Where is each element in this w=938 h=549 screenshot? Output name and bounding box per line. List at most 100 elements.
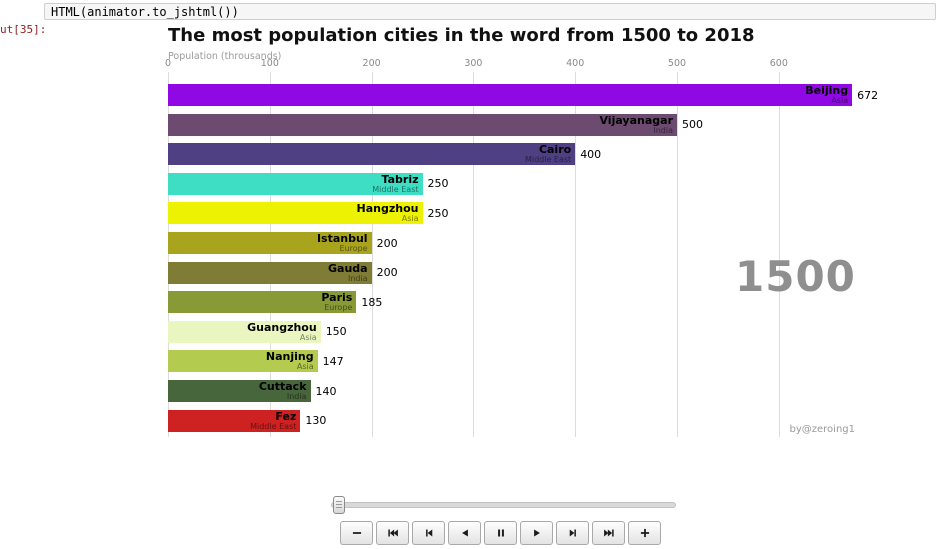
bar-fez: Fez Middle East	[168, 409, 301, 432]
city-label: Tabriz	[381, 172, 419, 186]
value-label: 200	[376, 266, 398, 280]
next-frame-button[interactable]	[556, 521, 589, 545]
previous-frame-button[interactable]	[412, 521, 445, 545]
gridline	[269, 72, 271, 437]
plot-area: 0 100 200 300 400 500 600 Beijing Asia 672 Vijayan…	[165, 58, 882, 437]
bar-vijayanagar: Vijayanagar India	[168, 113, 677, 136]
value-label: 140	[315, 384, 337, 398]
code-cell[interactable]: HTML(animator.to_jshtml())	[44, 3, 936, 20]
bar-labels: Gauda India	[328, 262, 368, 283]
bar-labels: Paris Europe	[321, 292, 352, 312]
minus-icon	[352, 532, 361, 534]
city-label: Hangzhou	[356, 202, 419, 216]
x-tick-label: 600	[769, 58, 788, 69]
value-label: 672	[857, 88, 879, 102]
value-label: 150	[325, 325, 347, 339]
city-label: Beijing	[805, 84, 849, 97]
fast-backward-icon	[387, 529, 398, 537]
city-label: Fez	[275, 409, 297, 423]
bar-row: Hangzhou Asia 250	[168, 202, 449, 225]
bar-guangzhou: Guangzhou Asia	[168, 320, 321, 343]
city-label: Nanjing	[265, 350, 314, 364]
pause-button[interactable]	[484, 521, 517, 545]
pause-icon	[497, 529, 504, 537]
bar-row: Paris Europe 185	[168, 291, 382, 314]
credit-label: by@zeroing1	[789, 424, 855, 435]
group-label: Asia	[296, 362, 314, 372]
x-tick-label: 0	[164, 58, 172, 69]
group-label: Middle East	[372, 184, 419, 194]
bar-row: Vijayanagar India 500	[168, 113, 703, 136]
fast-forward-icon	[603, 529, 614, 537]
gridline	[575, 72, 577, 437]
bar-paris: Paris Europe	[168, 291, 357, 314]
city-label: Vijayanagar	[599, 113, 673, 127]
x-tick-label: 500	[667, 58, 687, 69]
play-reverse-icon	[461, 529, 468, 537]
play-reverse-button[interactable]	[448, 521, 481, 545]
gridline	[371, 72, 373, 437]
bar-labels: Vijayanagar India	[599, 113, 673, 135]
gridline	[473, 72, 475, 437]
bar-hangzhou: Hangzhou Asia	[168, 202, 423, 225]
group-label: Middle East	[524, 155, 572, 165]
gridline	[168, 72, 169, 437]
x-tick-label: 100	[260, 58, 279, 69]
bar-cuttack: Cuttack India	[168, 380, 311, 402]
value-label: 200	[376, 236, 398, 250]
value-label: 147	[322, 354, 344, 368]
x-tick-label: 200	[362, 58, 381, 69]
bar-labels: Fez Middle East	[250, 409, 297, 431]
city-label: Cuttack	[258, 380, 307, 393]
bar-row: Cairo Middle East 400	[168, 143, 601, 166]
bar-cairo: Cairo Middle East	[168, 143, 576, 166]
bar-labels: Beijing Asia	[805, 85, 848, 105]
animation-slider[interactable]	[331, 496, 676, 514]
bar-istanbul: Istanbul Europe	[168, 232, 372, 254]
step-forward-icon	[569, 529, 576, 537]
slider-thumb[interactable]	[333, 496, 345, 514]
bar-labels: Hangzhou Asia	[357, 203, 419, 223]
bar-labels: Cairo Middle East	[525, 144, 571, 164]
faster-button[interactable]	[628, 521, 661, 545]
bar-row: Nanjing Asia 147	[168, 350, 344, 373]
bar-labels: Tabriz Middle East	[372, 172, 419, 194]
chart-title: The most population cities in the word f…	[168, 25, 755, 46]
bar-labels: Cuttack India	[259, 381, 307, 401]
bar-row: Beijing Asia 672	[168, 84, 878, 106]
city-label: Istanbul	[316, 232, 368, 245]
play-icon	[533, 529, 540, 537]
bar-row: Guangzhou Asia 150	[168, 320, 347, 343]
x-tick-label: 400	[566, 58, 585, 69]
last-frame-button[interactable]	[592, 521, 625, 545]
group-label: India	[653, 125, 673, 135]
bar-row: Fez Middle East 130	[168, 409, 327, 432]
value-label: 130	[305, 414, 327, 428]
bar-labels: Nanjing Asia	[266, 351, 314, 371]
first-frame-button[interactable]	[376, 521, 409, 545]
group-label: India	[286, 392, 307, 401]
bar-row: Tabriz Middle East 250	[168, 172, 449, 195]
code-text: HTML(animator.to_jshtml())	[51, 5, 239, 19]
city-label: Cairo	[538, 143, 572, 157]
slider-track[interactable]	[331, 502, 676, 508]
value-label: 250	[427, 206, 449, 220]
slider-grip-icon	[336, 501, 342, 510]
play-button[interactable]	[520, 521, 553, 545]
slower-button[interactable]	[340, 521, 373, 545]
x-axis-label: Population (throusands)	[168, 51, 282, 62]
out-prompt: ut[35]:	[0, 23, 47, 36]
city-label: Guangzhou	[247, 320, 317, 334]
group-label: Europe	[324, 303, 353, 313]
bar-row: Gauda India 200	[168, 261, 398, 284]
city-label: Paris	[321, 291, 353, 305]
gridline	[677, 72, 678, 437]
group-label: Asia	[401, 214, 419, 224]
bar-beijing: Beijing Asia	[168, 84, 853, 106]
plus-icon	[640, 528, 649, 538]
value-label: 500	[682, 118, 703, 132]
step-backward-icon	[425, 529, 432, 537]
bar-row: Cuttack India 140	[168, 380, 337, 402]
bar-row: Istanbul Europe 200	[168, 232, 398, 254]
bar-labels: Guangzhou Asia	[247, 320, 317, 342]
